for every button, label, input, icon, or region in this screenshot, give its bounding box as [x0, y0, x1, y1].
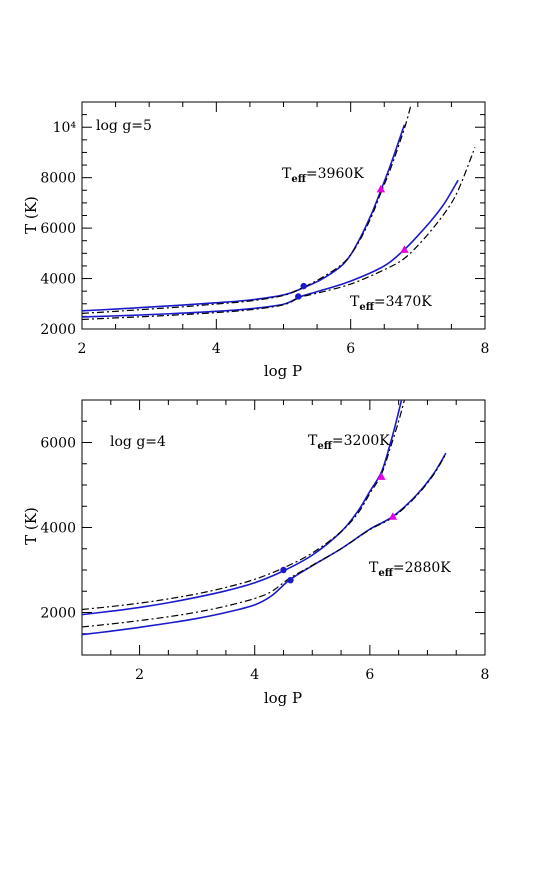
model-curve-solid — [82, 124, 406, 312]
y-tick-label: 6000 — [40, 221, 76, 237]
y-tick-label: 8000 — [40, 171, 76, 187]
x-tick-label: 6 — [346, 341, 355, 357]
y-tick-label: 6000 — [40, 436, 76, 452]
x-tick-label: 6 — [365, 667, 374, 683]
marker-circle — [295, 293, 302, 300]
x-axis-label: log P — [264, 689, 302, 707]
x-tick-label: 8 — [481, 667, 490, 683]
y-axis-label: T (K) — [22, 507, 40, 545]
model-curve-solid — [82, 452, 447, 636]
annotation-teff-2880: Teff=2880K — [369, 560, 451, 579]
y-tick-label: 4000 — [40, 272, 76, 288]
model-curve-solid — [82, 400, 403, 616]
curves — [82, 104, 476, 321]
curves — [82, 400, 447, 636]
y-axis-label: T (K) — [22, 196, 40, 234]
x-tick-label: 8 — [481, 341, 490, 357]
marker-triangle — [376, 184, 386, 193]
annotation-teff-3470: Teff=3470K — [350, 294, 432, 313]
model-curve-dashdot — [82, 400, 405, 611]
panel-log-g-4: 2 4 6 8 2000 4000 6000 log g=4 Teff=3200K Teff… — [22, 399, 490, 707]
marker-circle — [287, 577, 294, 584]
panel-label: log g=4 — [110, 434, 166, 450]
y-tick-label: 2000 — [40, 322, 76, 338]
panel-log-g-5: 2 4 6 8 2000 4000 6000 8000 10⁴ log g=5 Teff=396… — [22, 101, 490, 380]
x-tick-label: 4 — [212, 341, 221, 357]
point-markers — [295, 184, 409, 300]
panel-label: log g=5 — [96, 118, 152, 134]
model-curve-dashdot — [82, 104, 412, 314]
marker-triangle — [377, 472, 386, 480]
annotation-teff-3960: Teff=3960K — [282, 166, 364, 185]
x-axis-label: log P — [264, 362, 302, 380]
marker-circle — [280, 566, 287, 574]
x-tick-label: 2 — [78, 341, 87, 357]
axis-ticks: 2 4 6 8 2000 4000 6000 8000 10⁴ — [40, 101, 490, 357]
y-tick-label: 10⁴ — [53, 120, 77, 136]
marker-triangle — [388, 512, 398, 520]
marker-triangle — [400, 245, 409, 253]
point-markers — [280, 472, 398, 584]
model-curve-dashdot — [82, 453, 447, 628]
model-curve-solid — [82, 179, 459, 318]
x-tick-label: 2 — [135, 667, 144, 683]
marker-circle — [300, 282, 307, 290]
x-tick-label: 4 — [250, 667, 259, 683]
y-tick-label: 4000 — [40, 521, 76, 537]
annotation-teff-3200: Teff=3200K — [308, 433, 390, 452]
axis-ticks: 2 4 6 8 2000 4000 6000 — [40, 399, 490, 683]
y-tick-label: 2000 — [40, 606, 76, 622]
model-curve-dashdot — [82, 147, 476, 321]
